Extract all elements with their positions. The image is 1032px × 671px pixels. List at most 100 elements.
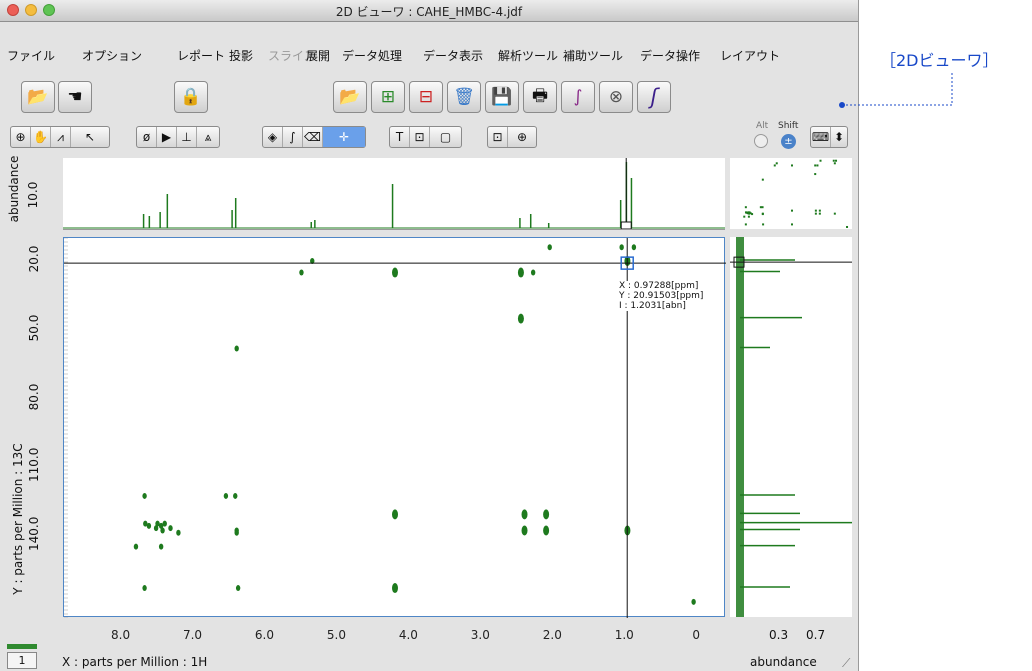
overview-dot — [791, 164, 793, 167]
window-title: 2D ビューワ : CAHE_HMBC-4.jdf — [335, 5, 523, 19]
app-window: 2D ビューワ : CAHE_HMBC-4.jdf ファイル オプション レポート投… — [0, 0, 859, 671]
target-icon[interactable]: ⊕ — [516, 130, 528, 144]
measure-tool-group: ◈ ∫ ⌫ ✛ — [262, 126, 366, 148]
frame-icon[interactable]: ▢ — [439, 130, 452, 144]
x-tick-label: 5.0 — [326, 628, 346, 642]
point-icon[interactable]: ⊡ — [488, 127, 508, 147]
peak-marker — [158, 543, 164, 550]
open-file-button[interactable]: 📂 — [333, 81, 367, 113]
remove-spectrum-icon: ⊟ — [418, 87, 434, 107]
menu-item-1[interactable]: オプション — [82, 49, 143, 63]
remove-spectrum-button[interactable]: ⊟ — [409, 81, 443, 113]
menu-item-4[interactable]: スライス — [268, 49, 316, 63]
hand-icon[interactable]: ✋ — [31, 127, 51, 147]
phase-icon[interactable]: ø — [137, 127, 157, 147]
overview-dot — [748, 212, 751, 215]
print-button[interactable]: 🖶 — [523, 81, 557, 113]
transform-button[interactable]: ∫ — [561, 81, 595, 113]
overview-dot — [749, 212, 752, 215]
overview-dot — [846, 225, 849, 228]
contour-plot[interactable] — [63, 237, 726, 619]
page-indicator[interactable]: 1 — [7, 652, 37, 669]
annotation-tool-group: T ⊡ ▢ — [389, 126, 462, 148]
trash-button[interactable]: 🗑 — [447, 81, 481, 113]
add-spectrum-button[interactable]: ⊞ — [371, 81, 405, 113]
x-tick-label: 6.0 — [254, 628, 275, 642]
minimize-window-button[interactable] — [25, 4, 37, 16]
hand-tool-button[interactable]: ☚ — [58, 81, 92, 113]
right-tick-2: 0.7 — [806, 628, 826, 642]
view-tool-group: ⊕ ✋ ⩘ ↖ — [10, 126, 110, 148]
y-tick-label: 20.0 — [27, 245, 41, 273]
menu-bar: ファイル オプション レポート 投影 スライス 展開 データ処理 データ表示 解析ツール 補助ツー… — [0, 42, 858, 68]
page-tab-marker — [7, 644, 37, 649]
x-tick-label: 8.0 — [111, 628, 131, 642]
overview-dot — [833, 212, 836, 215]
zoom-icon[interactable]: ⊕ — [11, 127, 31, 147]
open-folder-button[interactable]: 📂 — [21, 81, 55, 113]
crosshair-icon[interactable]: ✛ — [323, 127, 365, 147]
menu-item-2[interactable]: レポート — [177, 49, 226, 63]
alt-key-label: Alt — [756, 121, 769, 131]
menu-item-10[interactable]: データ操作 — [640, 49, 701, 63]
overview-dot — [814, 173, 817, 176]
arrow-icon[interactable]: ▶ — [157, 127, 177, 147]
y-tick-label: 110.0 — [27, 447, 41, 483]
integral-button[interactable]: ʃ — [637, 81, 671, 113]
peak-marker — [155, 520, 160, 527]
cancel-button[interactable]: ⊗ — [599, 81, 633, 113]
save-button[interactable]: 💾 — [485, 81, 519, 113]
peak-marker — [146, 522, 152, 529]
menu-item-0[interactable]: ファイル — [7, 49, 56, 63]
print-icon: 🖶 — [531, 85, 549, 106]
overview-dot — [744, 206, 747, 209]
shift-key-indicator[interactable]: ± — [781, 134, 796, 149]
integral-icon[interactable]: ∫ — [283, 127, 303, 147]
lock-button[interactable]: 🔒 — [174, 81, 208, 113]
peak-marker — [133, 543, 139, 550]
baseline-icon[interactable]: ⊥ — [177, 127, 197, 147]
alt-key-indicator[interactable] — [754, 134, 768, 148]
x-tick-label: 3.0 — [470, 628, 490, 642]
open-folder-icon: 📂 — [339, 87, 361, 107]
menu-item-6[interactable]: データ処理 — [342, 49, 403, 63]
keyboard-options-button[interactable]: ⌨ ⬍ — [810, 126, 848, 148]
peak-marker — [530, 269, 536, 276]
diamond-icon[interactable]: ◈ — [263, 127, 283, 147]
zoom-window-button[interactable] — [43, 4, 55, 16]
y-tick-label: 80.0 — [27, 383, 41, 411]
overview-dot — [791, 223, 793, 226]
menu-item-8[interactable]: 解析ツール — [498, 49, 559, 63]
peak-icon[interactable]: ⩘ — [51, 127, 71, 147]
menu-item-3[interactable]: 投影 — [229, 49, 254, 63]
add-spectrum-icon: ⊞ — [380, 87, 396, 107]
menu-item-5[interactable]: 展開 — [306, 49, 331, 63]
x-tick-label: 4.0 — [398, 628, 418, 642]
menu-item-11[interactable]: レイアウト — [720, 49, 781, 63]
overview-dot — [761, 178, 764, 181]
peak-marker — [223, 492, 229, 499]
hand-icon: ☚ — [67, 87, 83, 107]
x-tick-label: 7.0 — [182, 628, 203, 642]
cursor-marker[interactable] — [620, 256, 634, 270]
overview-dot — [816, 164, 819, 167]
text-icon[interactable]: T — [390, 127, 410, 147]
peak-pick-icon[interactable]: ⩓ — [204, 129, 212, 144]
y-axis-label: Y : parts per Million : 13C — [11, 443, 25, 595]
menu-item-9[interactable]: 補助ツール — [563, 49, 624, 63]
overview-dot — [814, 164, 817, 167]
peak-marker — [299, 269, 304, 276]
pointer-icon[interactable]: ↖ — [84, 130, 96, 144]
eraser-icon[interactable]: ⌫ — [303, 127, 323, 147]
integral-icon: ʃ — [650, 85, 658, 109]
x-tick-label: 2.0 — [542, 628, 562, 642]
close-window-button[interactable] — [7, 4, 19, 16]
overview-map-svg — [743, 159, 849, 228]
peak-marker — [392, 267, 398, 278]
peak-marker — [517, 313, 524, 324]
text-box-icon[interactable]: ⊡ — [410, 127, 430, 147]
peak-marker — [168, 525, 173, 532]
menu-item-7[interactable]: データ表示 — [423, 49, 484, 63]
overview-map[interactable] — [730, 158, 852, 229]
resize-grip-icon[interactable]: ⟋ — [842, 656, 851, 670]
